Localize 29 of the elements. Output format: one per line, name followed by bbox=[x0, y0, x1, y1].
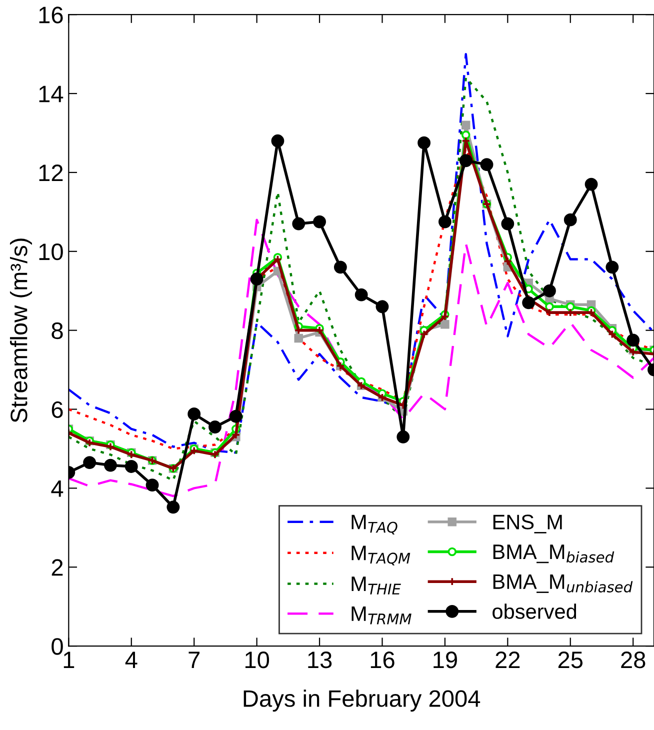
y-tick-label: 16 bbox=[39, 6, 63, 24]
legend-label: M$_{TAQ}$ bbox=[352, 514, 398, 534]
x-axis-title: Days in February 2004 bbox=[244, 690, 480, 712]
y-tick-label: 14 bbox=[39, 86, 64, 102]
y-tick-label: 12 bbox=[39, 164, 63, 182]
y-tick-label: 2 bbox=[52, 559, 63, 576]
x-tick-label: 4 bbox=[125, 652, 138, 668]
x-tick-label: 10 bbox=[245, 652, 270, 668]
y-tick-label: 4 bbox=[51, 480, 64, 497]
x-tick-label: 13 bbox=[308, 652, 332, 668]
legend-label: observed bbox=[492, 604, 576, 619]
legend-label: M$_{TAQM}$ bbox=[352, 546, 410, 566]
legend-label: BMA_M$_{unbiased}$ bbox=[493, 574, 633, 593]
y-tick-label: 6 bbox=[52, 401, 63, 418]
legend-label: M$_{THIE}$ bbox=[352, 576, 401, 594]
x-tick-label: 28 bbox=[621, 652, 646, 668]
y-tick-label: 0 bbox=[52, 638, 63, 655]
x-tick-label: 1 bbox=[64, 652, 74, 668]
x-tick-label: 25 bbox=[558, 652, 583, 668]
legend-label: BMA_M$_{biased}$ bbox=[493, 544, 614, 564]
y-axis-title: Streamflow (m³/s) bbox=[10, 238, 32, 422]
x-tick-label: 19 bbox=[434, 652, 457, 668]
x-tick-label: 7 bbox=[188, 652, 200, 668]
legend-label: ENS_M bbox=[493, 514, 562, 534]
y-tick-label: 10 bbox=[39, 243, 63, 260]
x-tick-label: 22 bbox=[496, 652, 520, 668]
legend-label: M$_{TRMM}$ bbox=[352, 606, 412, 624]
x-tick-label: 16 bbox=[370, 652, 394, 668]
y-tick-label: 8 bbox=[52, 322, 63, 340]
